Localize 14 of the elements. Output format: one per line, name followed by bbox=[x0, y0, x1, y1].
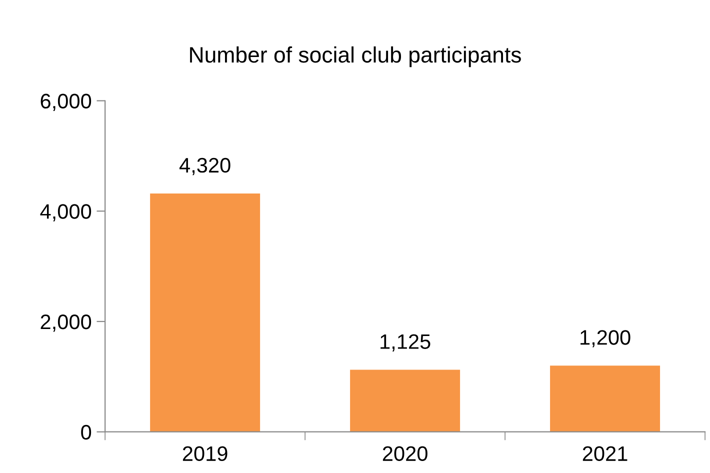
bar bbox=[150, 193, 260, 432]
data-label: 1,125 bbox=[380, 334, 430, 352]
y-tick-label: 4,000 bbox=[40, 204, 92, 222]
x-tick-label: 2019 bbox=[182, 446, 228, 462]
chart-title: Number of social club participants bbox=[190, 46, 521, 68]
bar bbox=[350, 370, 460, 432]
x-tick-label: 2021 bbox=[582, 446, 628, 462]
x-tick-label: 2020 bbox=[382, 446, 428, 462]
y-tick-label: 0 bbox=[81, 424, 92, 440]
data-label: 4,320 bbox=[179, 158, 230, 176]
data-label: 1,200 bbox=[580, 330, 630, 348]
y-tick-label: 6,000 bbox=[40, 94, 92, 111]
y-tick-label: 2,000 bbox=[40, 314, 92, 332]
bar bbox=[550, 366, 660, 432]
